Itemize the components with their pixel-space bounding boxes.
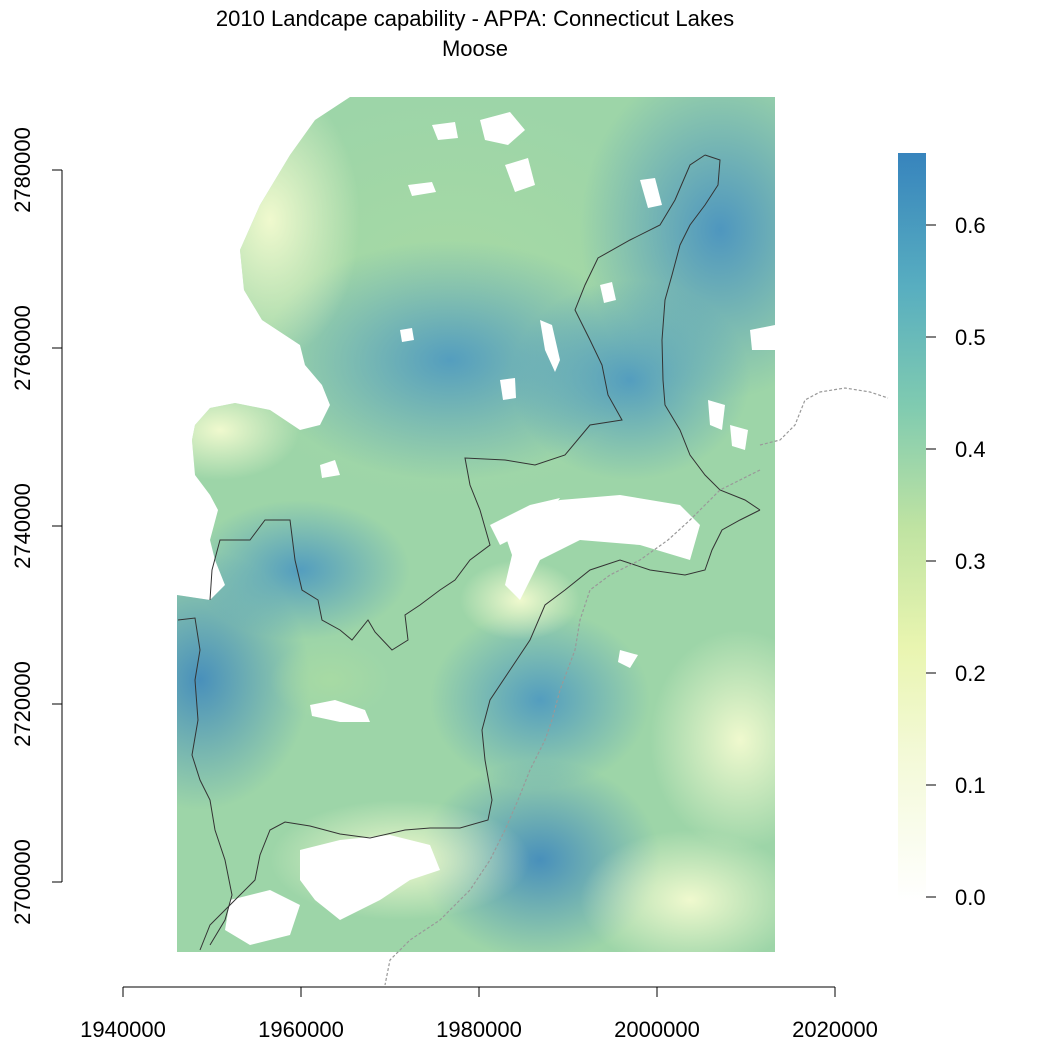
western-boundary xyxy=(177,617,233,946)
y-tick-label: 2780000 xyxy=(10,127,35,213)
x-tick-label: 2020000 xyxy=(792,1017,878,1042)
road-line-south xyxy=(384,469,761,986)
y-tick-label: 2720000 xyxy=(10,661,35,747)
x-tick-label: 1960000 xyxy=(258,1017,344,1042)
x-axis: 1940000 1960000 1980000 2000000 2020000 xyxy=(80,986,878,1042)
legend-tick-label: 0.3 xyxy=(955,549,986,574)
legend-tick-label: 0.0 xyxy=(955,885,986,910)
legend-tick-label: 0.6 xyxy=(955,213,986,238)
legend-gradient-bar xyxy=(898,153,926,901)
map-raster xyxy=(177,97,775,952)
international-boundary xyxy=(209,154,706,651)
y-tick-label: 2760000 xyxy=(10,305,35,391)
legend-tick-label: 0.5 xyxy=(955,325,986,350)
state-boundary xyxy=(661,154,761,511)
x-tick-label: 1980000 xyxy=(436,1017,522,1042)
legend-tick-label: 0.4 xyxy=(955,437,986,462)
x-tick-label: 1940000 xyxy=(80,1017,166,1042)
map-title-line2: Moose xyxy=(442,36,508,61)
legend-tick-label: 0.1 xyxy=(955,773,986,798)
road-line-east xyxy=(759,387,889,446)
region-boundaries xyxy=(177,154,889,986)
y-tick-label: 2740000 xyxy=(10,483,35,569)
y-axis: 2700000 2720000 2740000 2760000 2780000 xyxy=(10,127,63,925)
county-boundary xyxy=(199,509,761,951)
legend-colorbar: 0.0 0.1 0.2 0.3 0.4 0.5 0.6 xyxy=(898,153,986,910)
x-tick-label: 2000000 xyxy=(614,1017,700,1042)
y-tick-label: 2700000 xyxy=(10,839,35,925)
water-bodies xyxy=(225,112,775,945)
legend-tick-label: 0.2 xyxy=(955,661,986,686)
map-title-line1: 2010 Landcape capability - APPA: Connect… xyxy=(216,6,734,31)
